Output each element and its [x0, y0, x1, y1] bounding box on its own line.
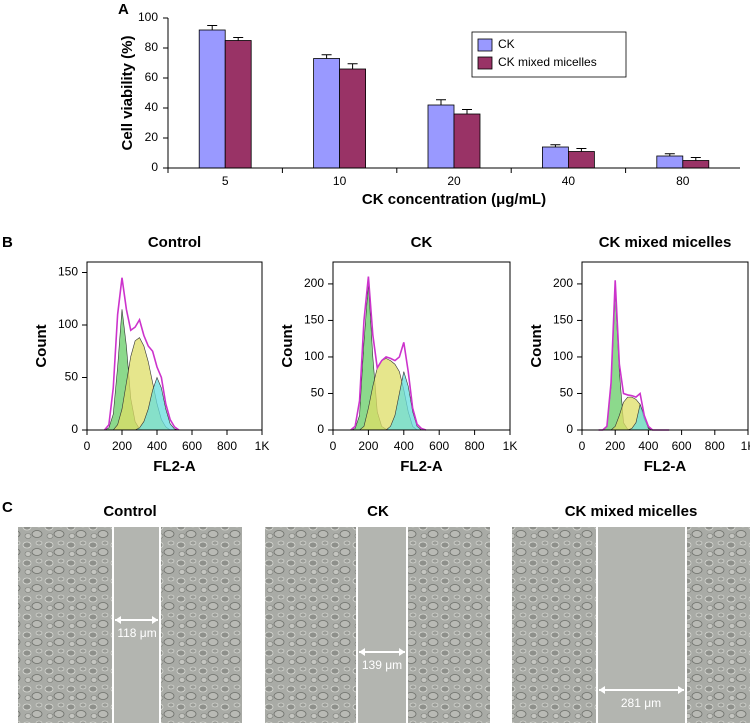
x-axis-label: FL2-A: [400, 458, 443, 475]
y-tick-label: 0: [71, 422, 78, 436]
error-bar: [321, 54, 332, 59]
bar: [224, 40, 252, 169]
y-tick-label: 100: [58, 317, 78, 331]
y-tick-label: 50: [311, 386, 325, 400]
error-bar: [207, 25, 218, 30]
bar: [542, 146, 569, 169]
x-tick-label: 0: [579, 439, 586, 453]
y-tick-label: 60: [145, 70, 159, 84]
micrograph: [512, 527, 750, 723]
y-tick-label: 0: [566, 422, 573, 436]
x-axis-label: CK concentration (μg/mL): [362, 191, 546, 208]
legend-label: CK mixed micelles: [498, 55, 597, 69]
chart-title: CK: [411, 234, 433, 251]
legend-box: [471, 31, 627, 78]
panel-label: C: [2, 499, 13, 516]
error-bar: [436, 99, 446, 105]
x-axis-label: FL2-A: [153, 458, 196, 475]
micrograph: [18, 527, 242, 723]
image-title: Control: [103, 503, 156, 520]
x-tick-label: 1K: [741, 439, 750, 453]
bar: [453, 113, 481, 169]
bar: [427, 104, 455, 169]
panel-label: B: [2, 234, 13, 251]
y-tick-label: 100: [304, 349, 324, 363]
plot-frame: [86, 261, 263, 431]
x-axis-label: FL2-A: [644, 458, 687, 475]
y-tick-label: 50: [560, 386, 574, 400]
x-tick-label: 0: [330, 439, 337, 453]
error-bar: [233, 37, 244, 41]
x-tick-label: 400: [638, 439, 658, 453]
error-bar: [347, 63, 358, 69]
x-tick-label: 800: [705, 439, 725, 453]
error-bar: [664, 153, 675, 156]
y-axis-label: Count: [33, 324, 50, 367]
bar: [568, 151, 595, 169]
x-tick-label: 800: [465, 439, 485, 453]
y-tick-label: 150: [553, 313, 573, 327]
x-tick-label: 5: [222, 174, 229, 188]
x-tick-label: 800: [217, 439, 237, 453]
error-bar: [690, 157, 701, 161]
legend-swatch: [477, 56, 493, 70]
y-tick-label: 20: [145, 130, 159, 144]
x-tick-label: 200: [358, 439, 378, 453]
image-title: CK: [367, 503, 389, 520]
x-tick-label: 1K: [503, 439, 518, 453]
chart-title: CK mixed micelles: [599, 234, 732, 251]
measurement: 118 μm: [117, 626, 156, 640]
micrograph: [265, 527, 490, 723]
bar: [656, 155, 684, 169]
x-tick-label: 40: [562, 174, 576, 188]
x-tick-label: 1K: [255, 439, 270, 453]
legend-swatch: [477, 38, 493, 52]
histogram-line: [103, 277, 180, 431]
y-tick-label: 0: [151, 160, 158, 174]
x-tick-label: 400: [147, 439, 167, 453]
error-bar: [576, 148, 587, 152]
bar: [339, 68, 367, 169]
y-tick-label: 200: [553, 276, 573, 290]
plot-frame: [581, 261, 749, 431]
y-tick-label: 50: [65, 370, 79, 384]
y-tick-label: 0: [317, 422, 324, 436]
axes: [167, 18, 740, 169]
measurement: 281 μm: [621, 696, 661, 710]
x-tick-label: 0: [84, 439, 91, 453]
x-tick-label: 20: [447, 174, 461, 188]
legend-label: CK: [498, 37, 515, 51]
x-tick-label: 400: [394, 439, 414, 453]
x-tick-label: 80: [676, 174, 690, 188]
x-tick-label: 600: [429, 439, 449, 453]
x-tick-label: 10: [333, 174, 347, 188]
y-axis-label: Count: [279, 324, 296, 367]
x-tick-label: 600: [672, 439, 692, 453]
plot-frame: [332, 261, 511, 431]
y-tick-label: 80: [145, 40, 159, 54]
x-tick-label: 600: [182, 439, 202, 453]
error-bar: [550, 144, 561, 147]
y-tick-label: 150: [304, 313, 324, 327]
measurement: 139 μm: [362, 658, 402, 672]
bar: [198, 29, 226, 169]
panel-label: A: [118, 1, 129, 18]
histogram-line: [350, 276, 427, 431]
y-axis-label: Count: [528, 324, 545, 367]
y-tick-label: 200: [304, 276, 324, 290]
y-tick-label: 100: [138, 10, 158, 24]
x-tick-label: 200: [112, 439, 132, 453]
bar: [313, 58, 341, 169]
y-tick-label: 150: [58, 265, 78, 279]
chart-title: Control: [148, 234, 201, 251]
error-bar: [462, 109, 472, 114]
bar: [682, 160, 710, 169]
y-axis-label: Cell viability (%): [119, 35, 136, 150]
image-title: CK mixed micelles: [565, 503, 698, 520]
y-tick-label: 100: [553, 349, 573, 363]
x-tick-label: 200: [605, 439, 625, 453]
y-tick-label: 40: [145, 100, 159, 114]
